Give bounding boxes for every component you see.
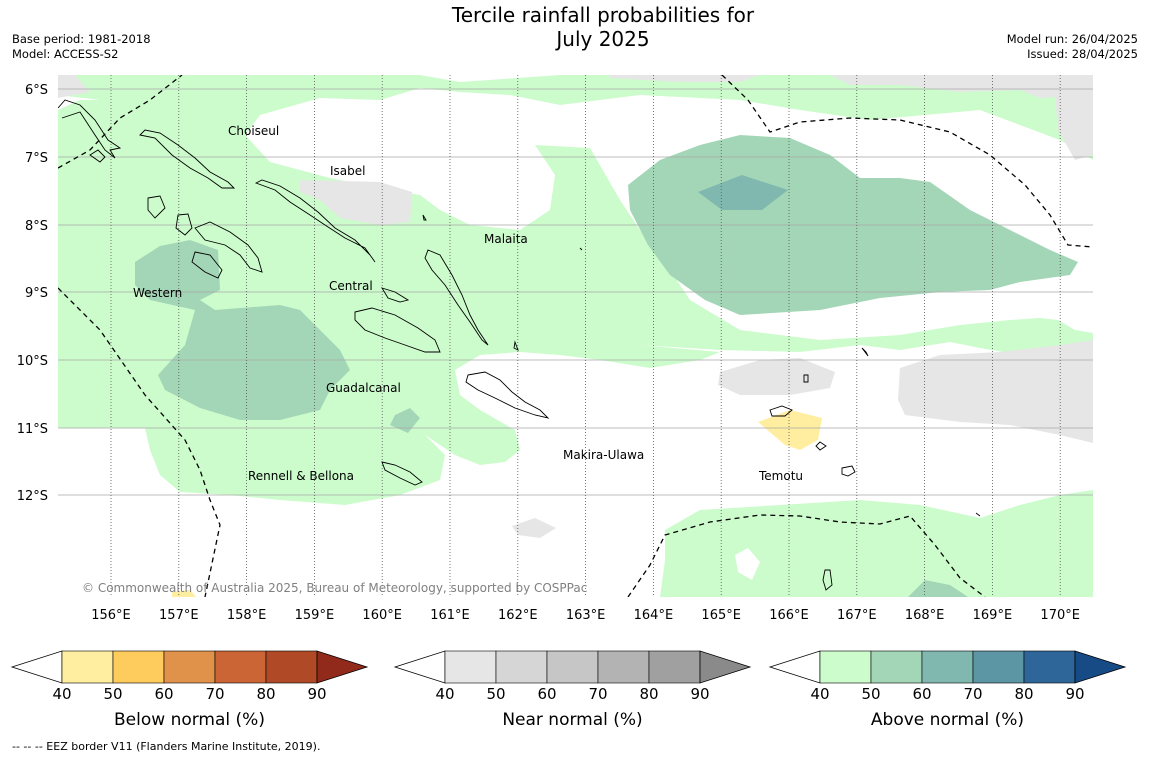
model-run: Model run: 26/04/2025 [1006,32,1138,46]
colorbar-above: 40 50 60 70 80 90 Above normal (%) [768,650,1127,730]
colorbar-near: 40 50 60 70 80 90 Near normal (%) [393,650,752,730]
colorbar-segment [870,650,923,684]
above-normal-60-region [698,175,788,210]
lon-label: 156°E [91,608,131,623]
colorbar-segment [1023,650,1076,684]
lon-label: 157°E [159,608,199,623]
no-signal-holes [58,95,760,580]
colorbar-tick-label: 90 [307,685,326,703]
lon-label: 159°E [295,608,335,623]
colorbar-segment [597,650,650,684]
lat-label: 9°S [25,286,48,301]
lon-label: 164°E [634,608,674,623]
colorbar-title: Near normal (%) [502,710,642,730]
latitude-labels: 6°S 7°S 8°S 9°S 10°S 11°S 12°S [17,83,48,504]
colorbar-tick-label: 50 [861,685,880,703]
lat-label: 11°S [17,422,48,437]
lon-label: 167°E [837,608,877,623]
colorbar-tick-label: 70 [205,685,224,703]
lat-label: 6°S [25,83,48,98]
colorbar-over-triangle [316,650,369,684]
lon-label: 158°E [227,608,267,623]
longitude-labels: 156°E 157°E 158°E 159°E 160°E 161°E 162°E 163°E… [91,608,1080,623]
base-period: Base period: 1981-2018 [12,32,151,46]
colorbar-tick-label: 80 [639,685,658,703]
colorbar-tick-label: 70 [963,685,982,703]
colorbar-segment [61,650,114,684]
chart-title: Tercile rainfall probabilities for July … [375,3,831,51]
colorbar-tick-label: 80 [1014,685,1033,703]
colorbar-under-triangle [768,650,821,684]
colorbar-over-triangle [1074,650,1127,684]
colorbar-segment [921,650,974,684]
lon-label: 166°E [769,608,809,623]
copyright-text: © Commonwealth of Australia 2025, Bureau… [82,581,587,595]
colorbar-tick-label: 50 [486,685,505,703]
near-normal-region [58,75,1093,538]
colorbar-segment [972,650,1025,684]
colorbar-tick-label: 40 [435,685,454,703]
colorbar-under-triangle [10,650,63,684]
issued-date: Issued: 28/04/2025 [1027,47,1138,61]
colorbar-tick-label: 40 [810,685,829,703]
below-normal-40-region [172,410,822,597]
colorbar-over-triangle [699,650,752,684]
label-isabel: Isabel [330,164,365,178]
label-choiseul: Choiseul [228,124,279,138]
eez-borders [58,75,1093,597]
colorbar-tick-label: 40 [52,685,71,703]
colorbar-tick-label: 80 [256,685,275,703]
label-temotu: Temotu [758,469,803,483]
label-makira-ulawa: Makira-Ulawa [563,448,644,462]
colorbar-under-triangle [393,650,446,684]
colorbar-title: Above normal (%) [871,710,1024,730]
colorbar-legends: 40 50 60 70 80 90 Below normal (%) 40 50 60 70 80 90… [10,650,1127,730]
colorbar-title: Below normal (%) [114,710,265,730]
lon-label: 160°E [362,608,402,623]
colorbar-segment [163,650,216,684]
colorbar-tick-label: 60 [912,685,931,703]
lon-label: 163°E [566,608,606,623]
lat-label: 7°S [25,151,48,166]
lon-label: 168°E [905,608,945,623]
lat-label: 12°S [17,489,48,504]
colorbar-tick-label: 90 [690,685,709,703]
colorbar-segment [112,650,165,684]
colorbar-segment [819,650,872,684]
grid-lines [58,75,1093,597]
lon-label: 170°E [1040,608,1080,623]
lat-label: 10°S [17,354,48,369]
colorbar-segment [495,650,548,684]
title-line-1: Tercile rainfall probabilities for [451,3,755,27]
lon-label: 161°E [430,608,470,623]
colorbar-segment [214,650,267,684]
meta-right: Model run: 26/04/2025 Issued: 28/04/2025 [1007,32,1138,62]
lat-label: 8°S [25,219,48,234]
colorbar-segment [648,650,701,684]
lon-label: 169°E [973,608,1013,623]
eez-border-note: -- -- -- EEZ border V11 (Flanders Marine… [12,740,321,753]
colorbar-below: 40 50 60 70 80 90 Below normal (%) [10,650,369,730]
lon-label: 162°E [498,608,538,623]
label-central: Central [329,279,373,293]
lon-label: 165°E [701,608,741,623]
colorbar-segment [546,650,599,684]
colorbar-tick-label: 60 [537,685,556,703]
colorbar-segment [265,650,318,684]
label-malaita: Malaita [484,232,528,246]
colorbar-tick-label: 90 [1065,685,1084,703]
colorbar-tick-label: 60 [154,685,173,703]
island-outlines [58,99,981,591]
title-line-2: July 2025 [556,27,650,51]
meta-left: Base period: 1981-2018 Model: ACCESS-S2 [12,32,151,62]
model-name: Model: ACCESS-S2 [12,47,119,61]
colorbar-tick-label: 50 [103,685,122,703]
label-western: Western [133,286,182,300]
label-guadalcanal: Guadalcanal [326,381,401,395]
colorbar-tick-label: 70 [588,685,607,703]
label-rennell-bellona: Rennell & Bellona [248,469,354,483]
colorbar-segment [444,650,497,684]
